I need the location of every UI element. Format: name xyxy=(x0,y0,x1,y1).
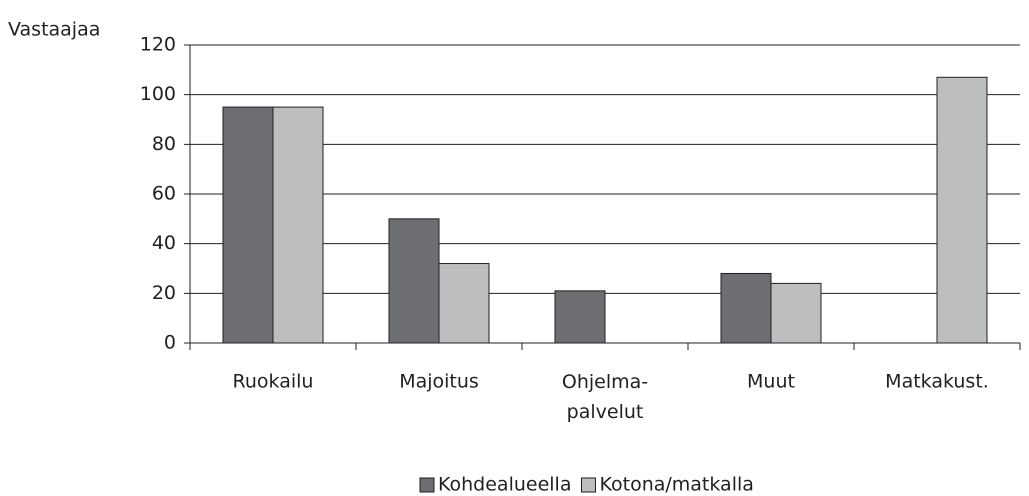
bar xyxy=(720,272,772,344)
y-tick-label: 100 xyxy=(140,83,176,105)
bar xyxy=(272,106,324,344)
legend-swatch xyxy=(580,477,596,493)
x-tick-label: Muut xyxy=(747,371,795,393)
y-tick-label: 0 xyxy=(164,332,176,354)
x-tick-label: Majoitus xyxy=(399,371,479,393)
x-tick-label: Ohjelma-palvelut xyxy=(562,371,648,423)
y-axis-label: Vastaajaa xyxy=(8,19,100,41)
y-tick-label: 60 xyxy=(152,183,176,205)
bar xyxy=(770,282,822,344)
legend-label: Kohdealueella xyxy=(438,474,571,496)
bar xyxy=(388,218,440,344)
bar xyxy=(554,290,606,344)
y-tick-label: 80 xyxy=(152,133,176,155)
bar xyxy=(936,76,988,344)
legend-label: Kotona/matkalla xyxy=(599,474,753,496)
x-tick-label: Matkakust. xyxy=(885,371,989,393)
y-tick-label: 40 xyxy=(152,232,176,254)
y-tick-label: 20 xyxy=(152,282,176,304)
legend-swatch xyxy=(419,477,435,493)
bar xyxy=(438,263,490,344)
bar xyxy=(222,106,274,344)
y-tick-label: 120 xyxy=(140,34,176,56)
x-tick-label: Ruokailu xyxy=(233,371,314,393)
